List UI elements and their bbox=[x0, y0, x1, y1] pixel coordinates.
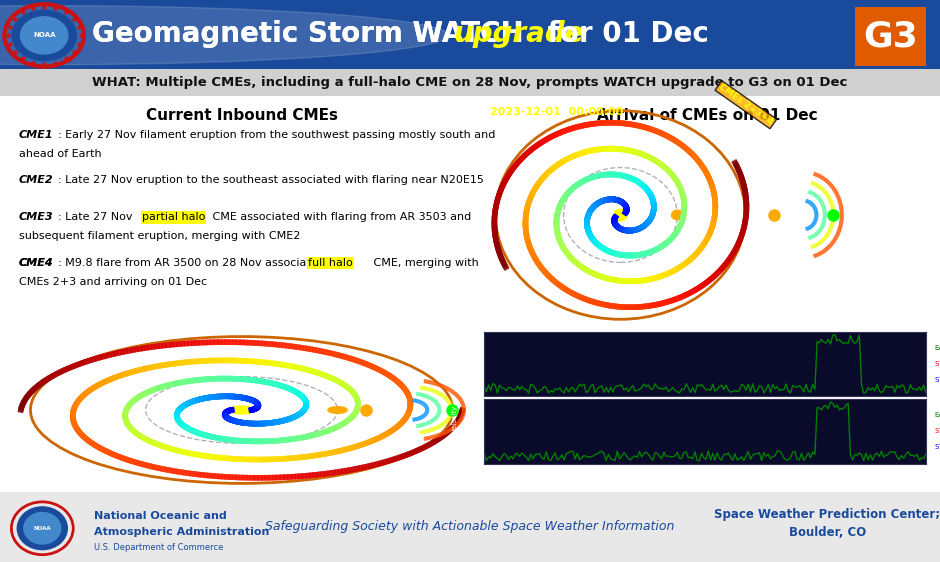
Text: CME associated with flaring from AR 3503 and: CME associated with flaring from AR 3503… bbox=[210, 212, 472, 223]
Text: Space Weather Prediction Center;
Boulder, CO: Space Weather Prediction Center; Boulder… bbox=[714, 508, 940, 539]
Circle shape bbox=[21, 17, 68, 54]
Text: partial halo: partial halo bbox=[142, 212, 205, 223]
Text: Run Time: 2023-11-29 02:00 UT   Mode: CME: Run Time: 2023-11-29 02:00 UT Mode: CME bbox=[597, 481, 757, 487]
Text: full halo: full halo bbox=[308, 257, 352, 268]
Text: : M9.8 flare from AR 3500 on 28 Nov associated with: : M9.8 flare from AR 3500 on 28 Nov asso… bbox=[58, 257, 355, 268]
Text: 2023-12-01  00:00:00: 2023-12-01 00:00:00 bbox=[490, 107, 623, 117]
Text: CME3: CME3 bbox=[19, 212, 54, 223]
Text: Arrival of CMEs on 01 Dec: Arrival of CMEs on 01 Dec bbox=[597, 108, 818, 123]
Text: NOAA: NOAA bbox=[33, 33, 55, 38]
Text: Geomagnetic Storm WATCH: Geomagnetic Storm WATCH bbox=[0, 561, 1, 562]
Text: Current Inbound CMEs: Current Inbound CMEs bbox=[146, 108, 338, 123]
Text: CMEs 2+3+4: CMEs 2+3+4 bbox=[717, 83, 775, 127]
Text: for 01 Dec: for 01 Dec bbox=[538, 20, 709, 48]
Text: STEREO A: STEREO A bbox=[934, 361, 940, 367]
Text: CME, merging with: CME, merging with bbox=[370, 257, 478, 268]
Text: STEREO A: STEREO A bbox=[934, 428, 940, 434]
Text: U.S. Department of Commerce: U.S. Department of Commerce bbox=[94, 543, 224, 552]
Circle shape bbox=[328, 407, 347, 413]
Text: Atmospheric Administration: Atmospheric Administration bbox=[94, 528, 270, 537]
Circle shape bbox=[0, 6, 448, 65]
Text: ahead of Earth: ahead of Earth bbox=[19, 149, 102, 158]
Text: : M9.8 flare from AR 3500 on 28 Nov associated with: : M9.8 flare from AR 3500 on 28 Nov asso… bbox=[0, 561, 1, 562]
Text: : M9.8 flare from AR 3500 on 28 Nov associated with: : M9.8 flare from AR 3500 on 28 Nov asso… bbox=[0, 561, 1, 562]
Text: G3: G3 bbox=[863, 20, 918, 54]
Circle shape bbox=[614, 209, 627, 221]
Text: National Oceanic and: National Oceanic and bbox=[94, 511, 227, 522]
Text: EARTH: EARTH bbox=[934, 345, 940, 351]
Text: Space Weather Prediction Center: Space Weather Prediction Center bbox=[489, 481, 605, 487]
Text: CME2: CME2 bbox=[19, 175, 54, 185]
Circle shape bbox=[17, 507, 68, 550]
Text: STEREO B: STEREO B bbox=[934, 377, 940, 383]
Text: 29/18 UTC: 29/18 UTC bbox=[21, 330, 92, 343]
Text: : Late 27 Nov: : Late 27 Nov bbox=[58, 212, 136, 223]
Text: CME4: CME4 bbox=[19, 257, 54, 268]
Text: NOAA: NOAA bbox=[34, 526, 51, 531]
Text: EARTH: EARTH bbox=[934, 412, 940, 418]
Circle shape bbox=[24, 513, 61, 544]
Text: : Late 27 Nov eruption to the southeast associated with flaring near N20E15: : Late 27 Nov eruption to the southeast … bbox=[58, 175, 484, 185]
Text: CME4: CME4 bbox=[19, 257, 54, 268]
Y-axis label: Plasma Density: Plasma Density bbox=[456, 337, 462, 391]
Text: Safeguarding Society with Actionable Space Weather Information: Safeguarding Society with Actionable Spa… bbox=[265, 520, 675, 533]
Text: Geomagnetic Storm WATCH: Geomagnetic Storm WATCH bbox=[92, 20, 534, 48]
Text: subsequent filament eruption, merging with CME2: subsequent filament eruption, merging wi… bbox=[19, 232, 300, 241]
Circle shape bbox=[230, 406, 253, 414]
Text: Geomagnetic Storm WATCH: Geomagnetic Storm WATCH bbox=[92, 20, 534, 48]
Text: upgrade: upgrade bbox=[453, 20, 584, 48]
Text: Image Created: 2023-11-29 03:11 UT: Image Created: 2023-11-29 03:11 UT bbox=[733, 481, 865, 487]
Y-axis label: Radial Velocity: Radial Velocity bbox=[452, 406, 459, 457]
Text: CME1: CME1 bbox=[19, 130, 54, 140]
Text: : Early 27 Nov filament eruption from the southwest passing mostly south and: : Early 27 Nov filament eruption from th… bbox=[58, 130, 495, 140]
Text: CMEs 2+3 and arriving on 01 Dec: CMEs 2+3 and arriving on 01 Dec bbox=[19, 277, 207, 287]
Circle shape bbox=[12, 10, 76, 61]
Circle shape bbox=[671, 210, 682, 220]
Text: STEREO B: STEREO B bbox=[934, 445, 940, 451]
Text: WHAT: Multiple CMEs, including a full-halo CME on 28 Nov, prompts WATCH upgrade : WHAT: Multiple CMEs, including a full-ha… bbox=[92, 75, 848, 89]
